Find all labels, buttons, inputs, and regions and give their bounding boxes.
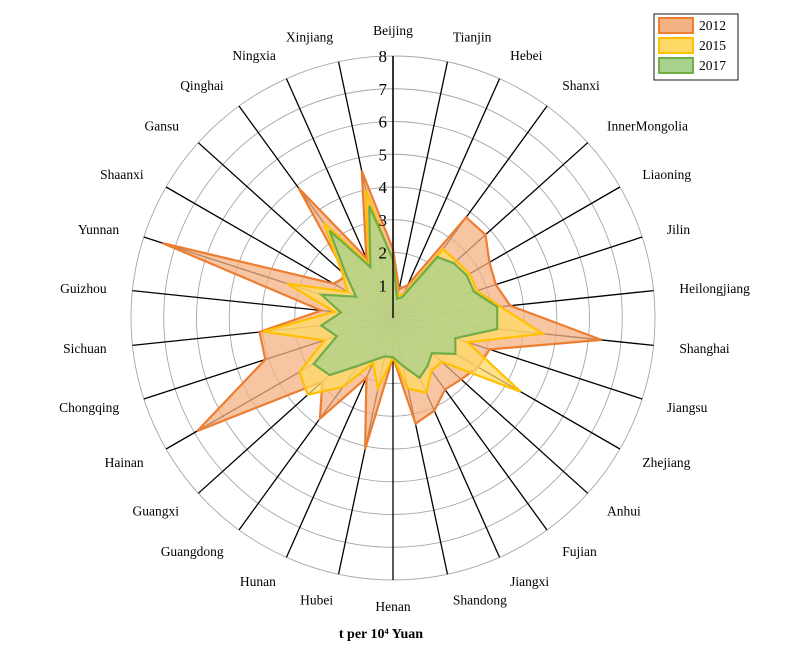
radar-series-areas bbox=[162, 170, 602, 450]
category-label-xinjiang: Xinjiang bbox=[286, 29, 333, 44]
category-label-guangxi: Guangxi bbox=[133, 504, 180, 519]
category-label-sichuan: Sichuan bbox=[63, 341, 107, 356]
category-label-guangdong: Guangdong bbox=[161, 544, 224, 559]
tick-label: 5 bbox=[379, 145, 388, 164]
legend-swatch-2015 bbox=[658, 37, 694, 54]
spoke-hebei bbox=[392, 78, 501, 319]
category-label-fujian: Fujian bbox=[562, 544, 597, 559]
legend-swatch-2017 bbox=[658, 57, 694, 74]
tick-label: 8 bbox=[379, 47, 388, 66]
category-label-anhui: Anhui bbox=[607, 504, 641, 519]
category-label-shanxi: Shanxi bbox=[562, 78, 600, 93]
category-label-zhejiang: Zhejiang bbox=[642, 455, 690, 470]
category-label-tianjin: Tianjin bbox=[453, 29, 492, 44]
category-label-shanghai: Shanghai bbox=[679, 341, 729, 356]
tick-label: 7 bbox=[379, 80, 388, 99]
category-label-liaoning: Liaoning bbox=[642, 167, 691, 182]
unit-label: t per 10⁴ Yuan bbox=[339, 627, 423, 642]
category-label-gansu: Gansu bbox=[145, 118, 180, 133]
legend-swatch-2012 bbox=[658, 17, 694, 34]
category-label-beijing: Beijing bbox=[373, 23, 413, 38]
legend: 2012 2015 2017 bbox=[653, 13, 739, 81]
category-label-henan: Henan bbox=[375, 599, 410, 614]
category-label-qinghai: Qinghai bbox=[180, 78, 224, 93]
category-label-shaanxi: Shaanxi bbox=[100, 167, 144, 182]
legend-label-2015: 2015 bbox=[699, 38, 726, 53]
series-2017 bbox=[311, 205, 499, 380]
category-label-heilongjiang: Heilongjiang bbox=[679, 281, 750, 296]
tick-label: 1 bbox=[379, 276, 388, 295]
category-label-innermongolia: InnerMongolia bbox=[607, 118, 688, 133]
legend-label-2017: 2017 bbox=[699, 58, 726, 73]
category-label-yunnan: Yunnan bbox=[78, 222, 119, 237]
tick-label: 2 bbox=[379, 244, 388, 263]
tick-label: 6 bbox=[379, 113, 388, 132]
category-label-hunan: Hunan bbox=[240, 574, 276, 589]
category-labels: Beijing Tianjin Hebei Shanxi InnerMongolia Li… bbox=[59, 23, 750, 614]
category-label-ningxia: Ningxia bbox=[232, 48, 276, 63]
radial-tick-labels: 1 2 3 4 5 6 7 8 bbox=[379, 47, 388, 295]
tick-label: 3 bbox=[379, 211, 388, 230]
legend-label-2012: 2012 bbox=[699, 18, 726, 33]
category-label-chongqing: Chongqing bbox=[59, 400, 119, 415]
category-label-shandong: Shandong bbox=[453, 593, 507, 608]
category-label-guizhou: Guizhou bbox=[60, 281, 107, 296]
category-label-jiangsu: Jiangsu bbox=[667, 400, 708, 415]
category-label-hebei: Hebei bbox=[510, 48, 542, 63]
category-label-hubei: Hubei bbox=[300, 593, 333, 608]
category-label-jilin: Jilin bbox=[667, 222, 691, 237]
tick-label: 4 bbox=[379, 178, 388, 197]
category-label-jiangxi: Jiangxi bbox=[510, 574, 549, 589]
category-label-hainan: Hainan bbox=[105, 455, 144, 470]
spoke-tianjin bbox=[392, 61, 449, 319]
